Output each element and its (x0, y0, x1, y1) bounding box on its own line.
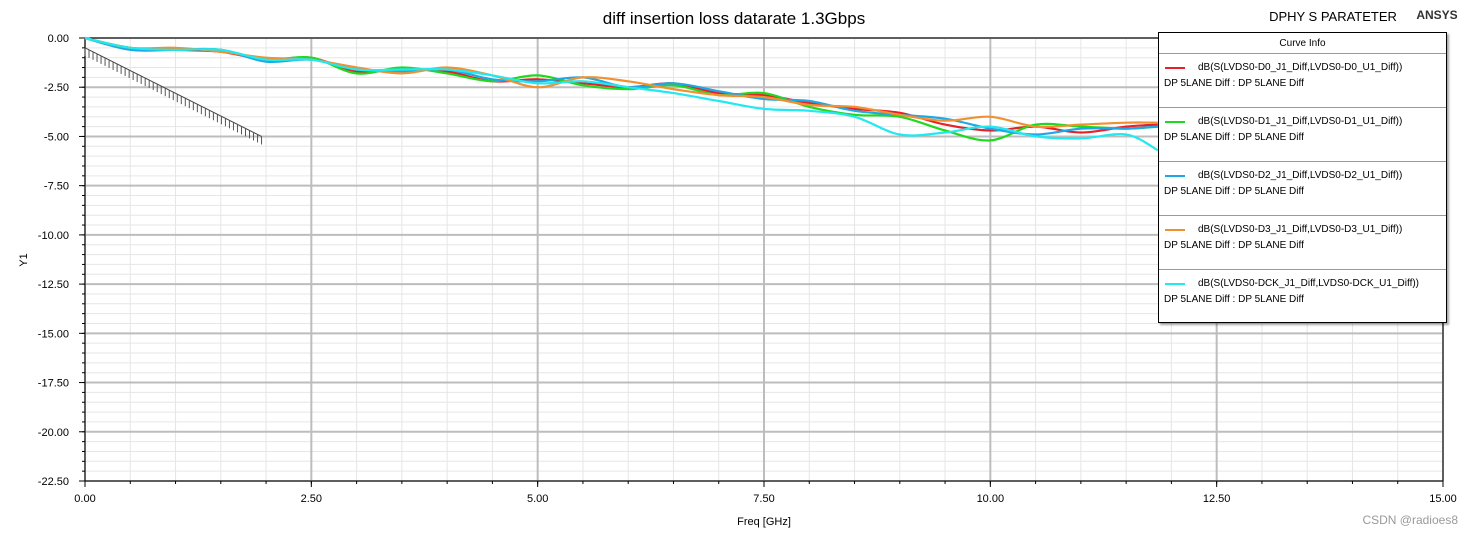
legend-entry-d3[interactable]: dB(S(LVDS0-D3_J1_Diff,LVDS0-D3_U1_Diff))… (1159, 216, 1446, 270)
ansys-logo: ANSYS (1416, 8, 1457, 22)
legend-series-name: dB(S(LVDS0-DCK_J1_Diff,LVDS0-DCK_U1_Diff… (1198, 278, 1420, 289)
y-tick-label: -2.50 (44, 82, 69, 94)
legend-swatch (1165, 283, 1185, 285)
x-axis-label: Freq [GHz] (737, 516, 791, 528)
legend[interactable]: Curve Info dB(S(LVDS0-D0_J1_Diff,LVDS0-D… (1158, 32, 1447, 323)
x-tick-label: 12.50 (1203, 493, 1231, 505)
y-tick-label: -10.00 (38, 230, 69, 242)
legend-series-name: dB(S(LVDS0-D2_J1_Diff,LVDS0-D2_U1_Diff)) (1198, 170, 1403, 181)
legend-series-name: dB(S(LVDS0-D3_J1_Diff,LVDS0-D3_U1_Diff)) (1198, 224, 1403, 235)
y-tick-label: -12.50 (38, 279, 69, 291)
x-tick-label: 10.00 (977, 493, 1005, 505)
chart-title: diff insertion loss datarate 1.3Gbps (603, 9, 865, 28)
legend-series-subtitle: DP 5LANE Diff : DP 5LANE Diff (1164, 132, 1304, 143)
limit-line-segment (84, 47, 262, 137)
x-tick-label: 0.00 (74, 493, 95, 505)
legend-swatch (1165, 229, 1185, 231)
x-tick-label: 15.00 (1429, 493, 1457, 505)
series-line-3 (84, 36, 1158, 129)
legend-series-subtitle: DP 5LANE Diff : DP 5LANE Diff (1164, 294, 1304, 305)
legend-swatch (1165, 121, 1185, 123)
y-tick-label: -7.50 (44, 181, 69, 193)
legend-series-name: dB(S(LVDS0-D1_J1_Diff,LVDS0-D1_U1_Diff)) (1198, 116, 1403, 127)
series-layer (84, 36, 1159, 152)
legend-series-name: dB(S(LVDS0-D0_J1_Diff,LVDS0-D0_U1_Diff)) (1198, 62, 1403, 73)
legend-series-subtitle: DP 5LANE Diff : DP 5LANE Diff (1164, 240, 1304, 251)
y-tick-label: -22.50 (38, 476, 69, 488)
series-line-1 (84, 36, 1158, 142)
legend-swatch (1165, 175, 1185, 177)
legend-series-subtitle: DP 5LANE Diff : DP 5LANE Diff (1164, 186, 1304, 197)
legend-swatch (1165, 67, 1185, 69)
x-tick-label: 7.50 (753, 493, 774, 505)
x-tick-label: 2.50 (301, 493, 322, 505)
y-tick-label: -20.00 (38, 427, 69, 439)
tick-labels: 0.00 2.50 5.00 7.50 10.00 12.50 15.00 0.00 -2.50… (38, 33, 1457, 505)
legend-title: Curve Info (1159, 33, 1446, 54)
series-line-4 (84, 36, 1159, 152)
axis-ticks (79, 37, 1444, 487)
x-tick-label: 5.00 (527, 493, 548, 505)
limit-line (84, 47, 263, 145)
watermark: CSDN @radioes8 (1362, 513, 1458, 527)
legend-entry-d2[interactable]: dB(S(LVDS0-D2_J1_Diff,LVDS0-D2_U1_Diff))… (1159, 162, 1446, 216)
legend-entry-dck[interactable]: dB(S(LVDS0-DCK_J1_Diff,LVDS0-DCK_U1_Diff… (1159, 270, 1446, 323)
legend-series-subtitle: DP 5LANE Diff : DP 5LANE Diff (1164, 78, 1304, 89)
legend-entry-d1[interactable]: dB(S(LVDS0-D1_J1_Diff,LVDS0-D1_U1_Diff))… (1159, 108, 1446, 162)
y-tick-label: -15.00 (38, 328, 69, 340)
y-tick-label: 0.00 (48, 33, 69, 45)
y-tick-label: -5.00 (44, 131, 69, 143)
plot-name: DPHY S PARATETER (1269, 9, 1397, 24)
legend-entry-d0[interactable]: dB(S(LVDS0-D0_J1_Diff,LVDS0-D0_U1_Diff))… (1159, 54, 1446, 108)
y-tick-label: -17.50 (38, 378, 69, 390)
y-axis-label: Y1 (18, 253, 30, 266)
